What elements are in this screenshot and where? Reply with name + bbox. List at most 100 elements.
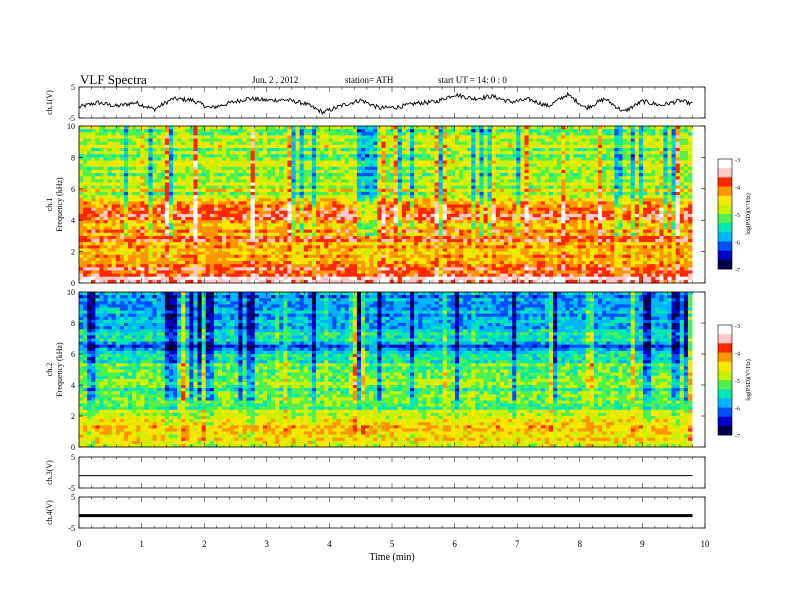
heatmap-cell xyxy=(132,138,137,143)
heatmap-cell xyxy=(336,157,341,161)
heatmap-cell xyxy=(524,185,529,190)
heatmap-cell xyxy=(467,154,472,158)
heatmap-cell xyxy=(95,157,100,161)
heatmap-cell xyxy=(446,204,452,209)
heatmap-cell xyxy=(540,223,546,227)
heatmap-cell xyxy=(430,160,435,165)
heatmap-cell xyxy=(128,151,133,155)
heatmap-cell xyxy=(422,126,427,130)
heatmap-cell xyxy=(634,182,640,187)
heatmap-cell xyxy=(262,157,268,161)
heatmap-cell xyxy=(622,182,628,187)
heatmap-cell xyxy=(254,182,260,187)
heatmap-cell xyxy=(479,210,484,215)
heatmap-cell xyxy=(393,179,399,183)
heatmap-cell xyxy=(667,201,672,205)
heatmap-cell xyxy=(275,191,280,196)
heatmap-cell xyxy=(565,169,570,174)
heatmap-cell xyxy=(275,126,280,130)
heatmap-cell xyxy=(553,147,558,152)
heatmap-cell xyxy=(442,220,448,224)
heatmap-cell xyxy=(226,185,231,190)
heatmap-cell xyxy=(144,210,149,215)
heatmap-cell xyxy=(663,182,668,187)
heatmap-cell xyxy=(136,182,141,187)
heatmap-cell xyxy=(610,217,615,221)
heatmap-cell xyxy=(553,207,558,212)
heatmap-cell xyxy=(651,176,656,180)
heatmap-cell xyxy=(491,147,497,152)
heatmap-cell xyxy=(365,198,370,202)
heatmap-cell xyxy=(266,166,272,171)
heatmap-cell xyxy=(393,223,399,227)
heatmap-cell xyxy=(659,179,664,183)
heatmap-cell xyxy=(311,185,317,190)
heatmap-cell xyxy=(573,166,578,171)
heatmap-cell xyxy=(246,166,252,171)
heatmap-cell xyxy=(283,132,288,136)
heatmap-cell xyxy=(602,201,607,205)
heatmap-cell xyxy=(467,147,472,152)
heatmap-cell xyxy=(422,135,427,139)
heatmap-cell xyxy=(581,169,587,174)
heatmap-cell xyxy=(520,204,525,209)
heatmap-cell xyxy=(262,144,268,149)
heatmap-cell xyxy=(217,173,223,177)
heatmap-cell xyxy=(369,144,374,149)
heatmap-cell xyxy=(128,147,133,152)
heatmap-cell xyxy=(491,198,497,202)
heatmap-cell xyxy=(414,217,419,221)
heatmap-cell xyxy=(258,213,264,218)
heatmap-cell xyxy=(324,217,329,221)
heatmap-cell xyxy=(598,132,603,136)
heatmap-cell xyxy=(393,201,399,205)
heatmap-cell xyxy=(393,176,399,180)
heatmap-cell xyxy=(548,191,554,196)
heatmap-cell xyxy=(160,166,166,171)
heatmap-cell xyxy=(663,151,668,155)
heatmap-cell xyxy=(499,129,505,133)
heatmap-cell xyxy=(83,220,88,224)
heatmap-cell xyxy=(569,207,574,212)
heatmap-cell xyxy=(95,147,100,152)
heatmap-cell xyxy=(275,151,280,155)
heatmap-cell xyxy=(299,151,305,155)
heatmap-cell xyxy=(642,204,648,209)
heatmap-cell xyxy=(193,182,198,187)
heatmap-cell xyxy=(311,138,317,143)
heatmap-cell xyxy=(606,144,611,149)
heatmap-cell xyxy=(454,182,460,187)
heatmap-cell xyxy=(393,195,399,199)
heatmap-cell xyxy=(156,191,162,196)
heatmap-cell xyxy=(381,213,386,218)
heatmap-cell xyxy=(606,147,611,152)
heatmap-cell xyxy=(561,204,566,209)
heatmap-cell xyxy=(340,188,346,193)
heatmap-cell xyxy=(360,191,366,196)
heatmap-cell xyxy=(630,173,636,177)
heatmap-cell xyxy=(536,179,542,183)
heatmap-cell xyxy=(687,129,693,133)
heatmap-cell xyxy=(217,226,223,231)
heatmap-cell xyxy=(181,154,186,158)
heatmap-cell xyxy=(589,160,595,165)
heatmap-cell xyxy=(618,185,623,190)
heatmap-cell xyxy=(675,126,681,130)
heatmap-cell xyxy=(638,182,644,187)
heatmap-cell xyxy=(438,135,444,139)
heatmap-cell xyxy=(450,157,456,161)
heatmap-cell xyxy=(687,191,693,196)
heatmap-cell xyxy=(520,147,525,152)
heatmap-cell xyxy=(320,173,325,177)
heatmap-cell xyxy=(410,176,415,180)
heatmap-cell xyxy=(79,163,84,168)
heatmap-cell xyxy=(271,185,276,190)
heatmap-cell xyxy=(573,160,578,165)
heatmap-cell xyxy=(164,138,170,143)
heatmap-cell xyxy=(226,217,231,221)
heatmap-cell xyxy=(119,182,125,187)
heatmap-cell xyxy=(422,182,427,187)
heatmap-cell xyxy=(295,223,301,227)
heatmap-cell xyxy=(557,138,562,143)
heatmap-cell xyxy=(651,151,656,155)
